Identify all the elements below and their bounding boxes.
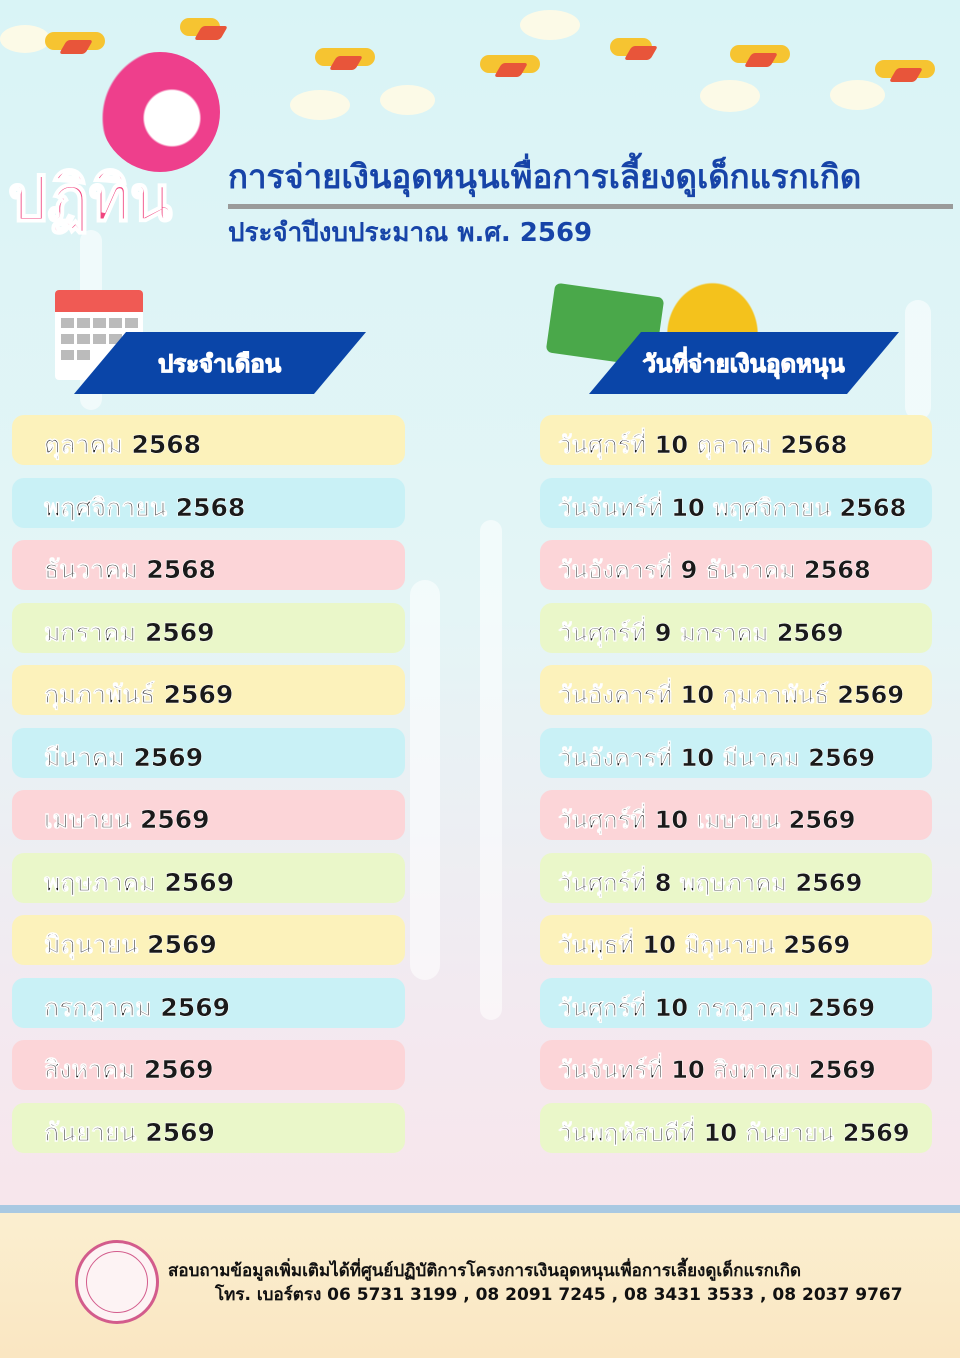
month-cell: ตุลาคม 2568 [12,415,405,465]
month-cell: มกราคม 2569 [12,602,405,653]
month-cell: กรกฎาคม 2569 [12,977,405,1028]
coins-icon [660,275,765,335]
airplane-icon [730,45,790,63]
airplane-icon [610,38,652,56]
footer [0,1205,960,1358]
pay-date-cell: วันศุกร์ที่ 10 ตุลาคม 2568 [540,415,932,465]
pay-date-cell: วันพุธที่ 10 มิถุนายน 2569 [540,915,932,965]
pay-date-cell: วันศุกร์ที่ 10 กรกฎาคม 2569 [540,977,932,1028]
pay-date-cell: วันศุกร์ที่ 8 พฤษภาคม 2569 [540,852,932,903]
footer-phone-numbers: โทร. เบอร์ตรง 06 5731 3199 , 08 2091 724… [215,1285,903,1305]
pay-date-cell: วันจันทร์ที่ 10 สิงหาคม 2569 [540,1040,932,1090]
pay-date-cell: วันศุกร์ที่ 10 เมษายน 2569 [540,790,932,840]
airplane-icon [45,32,105,50]
month-column-header: ประจำเดือน [73,332,367,394]
airplane-icon [180,18,220,36]
ministry-seal-logo [75,1240,159,1324]
month-cell: สิงหาคม 2569 [12,1040,405,1090]
pay-date-cell: วันศุกร์ที่ 9 มกราคม 2569 [540,602,932,653]
pay-date-cell: วันอังคารที่ 10 มีนาคม 2569 [540,727,932,778]
month-cell: กันยายน 2569 [12,1102,405,1153]
logo-text: ปฏิทิน [7,161,173,236]
mother-child-logo-icon [100,52,220,172]
page-subtitle: ประจำปีงบประมาณ พ.ศ. 2569 [228,218,593,248]
pay-date-column-header: วันที่จ่ายเงินอุดหนุน [588,332,900,394]
month-cell: มีนาคม 2569 [12,727,405,778]
month-cell: เมษายน 2569 [12,790,405,840]
divider [228,204,953,209]
month-cell: มิถุนายน 2569 [12,915,405,965]
footer-contact-text: สอบถามข้อมูลเพิ่มเติมได้ที่ศูนย์ปฏิบัติก… [168,1261,802,1281]
page-title: การจ่ายเงินอุดหนุนเพื่อการเลี้ยงดูเด็กแร… [228,157,862,196]
airplane-icon [480,55,540,73]
month-cell: พฤศจิกายน 2568 [12,477,405,528]
airplane-icon [315,48,375,66]
pay-date-cell: วันจันทร์ที่ 10 พฤศจิกายน 2568 [540,477,932,528]
month-cell: พฤษภาคม 2569 [12,852,405,903]
airplane-icon [875,60,935,78]
month-cell: กุมภาพันธ์ 2569 [12,665,405,715]
pay-date-cell: วันพฤหัสบดีที่ 10 กันยายน 2569 [540,1102,932,1153]
month-cell: ธันวาคม 2568 [12,540,405,590]
pay-date-cell: วันอังคารที่ 10 กุมภาพันธ์ 2569 [540,665,932,715]
pay-date-cell: วันอังคารที่ 9 ธันวาคม 2568 [540,540,932,590]
